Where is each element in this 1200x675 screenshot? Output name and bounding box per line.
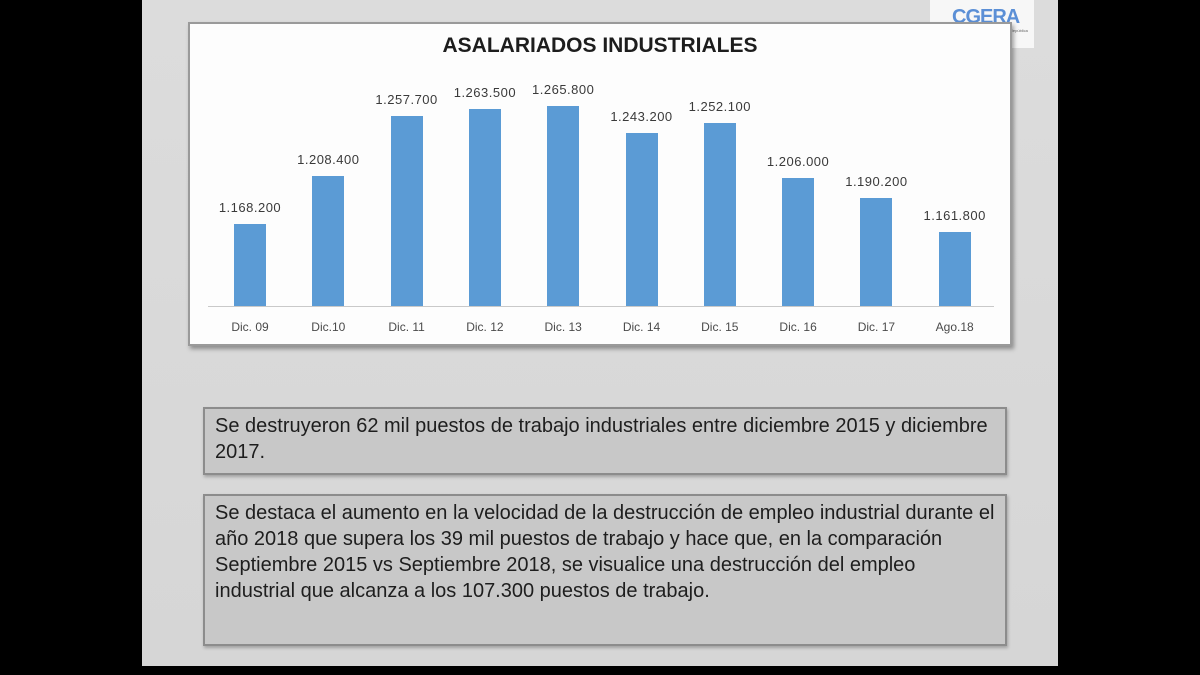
x-tick-label: Dic. 11 (388, 320, 425, 334)
bar (390, 115, 423, 306)
x-tick-label: Dic. 12 (466, 320, 504, 334)
bar-value-label: 1.208.400 (297, 151, 360, 167)
bar (234, 224, 266, 306)
bar (703, 122, 736, 306)
bar (938, 232, 971, 306)
bar (625, 133, 658, 306)
x-tick-label: Dic. 13 (544, 320, 582, 334)
bar-value-label: 1.252.100 (688, 98, 751, 114)
bar-value-label: 1.263.500 (453, 84, 517, 100)
bar-value-label: 1.206.000 (766, 154, 830, 170)
bar-chart: ASALARIADOS INDUSTRIALES 1.168.200 Dic. 0… (188, 22, 1012, 346)
note-text-2: Se destaca el aumento en la velocidad de… (215, 502, 995, 602)
bar-value-label: 1.161.800 (923, 208, 986, 223)
bar (468, 108, 501, 306)
x-tick-label: Dic. 16 (779, 320, 817, 334)
bar (547, 106, 580, 306)
note-box-1: Se destruyeron 62 mil puestos de trabajo… (203, 407, 1007, 475)
bar-value-label: 1.265.800 (532, 82, 595, 97)
bar-value-label: 1.257.700 (375, 91, 438, 107)
x-tick-label: Ago.18 (935, 320, 974, 334)
x-tick-label: Dic. 14 (622, 320, 661, 334)
bar (860, 197, 893, 306)
note-box-2: Se destaca el aumento en la velocidad de… (203, 494, 1007, 646)
x-tick-label: Dic.10 (311, 320, 346, 334)
chart-title: ASALARIADOS INDUSTRIALES (442, 34, 758, 57)
bar-value-label: 1.243.200 (610, 109, 673, 125)
note-text-1: Se destruyeron 62 mil puestos de trabajo… (215, 415, 988, 463)
x-tick-label: Dic. 17 (857, 320, 896, 334)
x-axis-line (208, 306, 994, 307)
bar-value-label: 1.190.200 (845, 173, 908, 189)
bar-value-label: 1.168.200 (218, 200, 282, 216)
bar (782, 178, 815, 306)
x-tick-label: Dic. 15 (701, 320, 739, 334)
bar (312, 175, 345, 306)
x-tick-label: Dic. 09 (231, 320, 269, 334)
